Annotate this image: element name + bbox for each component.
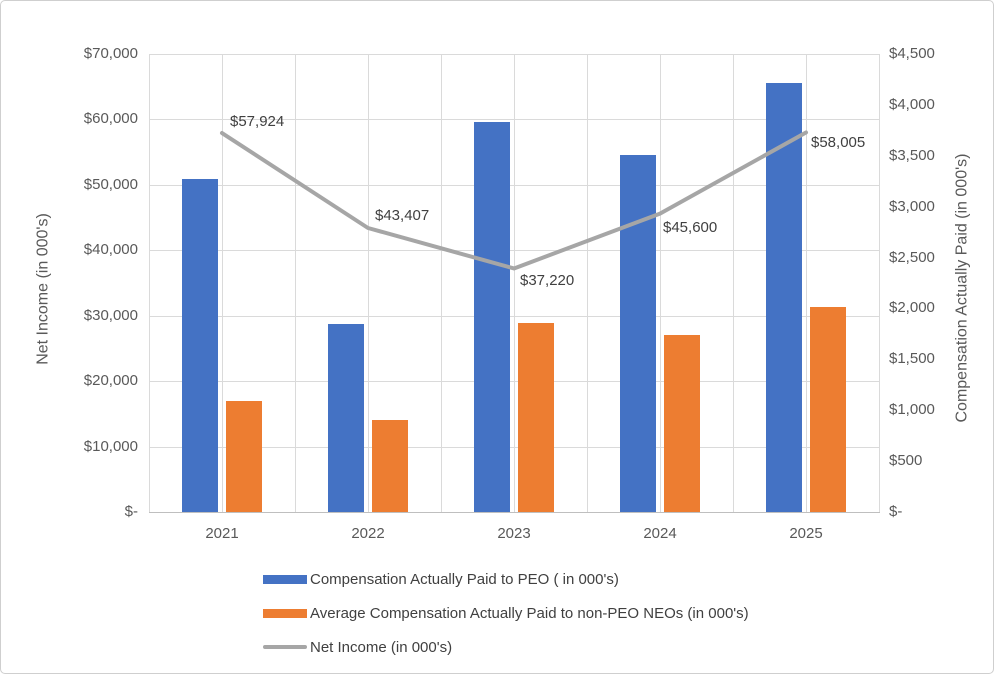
bar-non-peo-neos-2025 [810,306,846,512]
legend-item-peo: Compensation Actually Paid to PEO ( in 0… [263,562,749,596]
right-axis-tick-label: $1,000 [889,401,935,419]
right-axis-title: Compensation Actually Paid (in 000's) [953,153,971,423]
x-axis-line [149,512,880,513]
chart-legend: Compensation Actually Paid to PEO ( in 0… [263,562,749,664]
right-axis-tick-label: $4,500 [889,45,935,62]
legend-label-non-peo-neos: Average Compensation Actually Paid to no… [310,604,749,622]
line-data-label-2024: $45,600 [663,218,718,236]
right-axis-tick-label: $4,000 [889,95,935,113]
legend-swatch-peo-icon [263,574,307,584]
gridline-vertical [879,54,880,512]
x-axis-label-2021: 2021 [205,525,239,542]
x-axis-label-2023: 2023 [497,525,531,542]
legend-swatch-net-income-icon [263,645,307,649]
left-axis-tick-label: $60,000 [83,110,138,128]
right-axis-tick-label: $3,500 [889,146,935,164]
gridline-vertical [806,54,807,512]
gridline-vertical [587,54,588,512]
gridline-vertical [368,54,369,512]
line-data-label-2023: $37,220 [520,272,575,290]
bar-non-peo-neos-2024 [664,334,700,512]
left-axis-tick-label: $50,000 [83,175,138,193]
bar-peo-2022 [328,324,364,512]
legend-label-peo: Compensation Actually Paid to PEO ( in 0… [310,570,619,588]
left-axis-tick-label: $30,000 [83,306,138,324]
x-axis-label-2022: 2022 [351,525,385,542]
legend-item-non-peo-neos: Average Compensation Actually Paid to no… [263,596,749,630]
net-income-line [220,130,808,271]
bar-non-peo-neos-2022 [372,419,408,512]
legend-label-net-income: Net Income (in 000's) [310,638,453,656]
right-axis-tick-label: $500 [889,452,923,470]
legend-swatch-non-peo-neos-icon [263,608,307,618]
bar-peo-2023 [474,122,510,512]
bar-peo-2021 [182,179,218,512]
right-axis-tick-label: $2,000 [889,299,935,317]
x-axis-label-2025: 2025 [789,525,823,542]
line-data-label-2025: $58,005 [811,134,866,152]
left-axis-tick-label: $70,000 [83,45,138,62]
right-axis-tick-label: $- [889,503,903,520]
bar-non-peo-neos-2021 [226,400,262,512]
left-axis-tick-label: $20,000 [83,372,138,390]
right-axis-tick-label: $3,000 [889,197,935,215]
bar-non-peo-neos-2023 [518,323,554,512]
left-axis-tick-label: $10,000 [83,437,138,455]
line-data-label-2022: $43,407 [375,206,430,224]
right-axis-tick-label: $1,500 [889,350,935,368]
left-axis-title: Net Income (in 000's) [34,213,52,365]
gridline-vertical [660,54,661,512]
bar-peo-2025 [766,83,802,512]
gridline-vertical [295,54,296,512]
line-data-label-2021: $57,924 [230,113,285,130]
left-axis-tick-label: $40,000 [83,241,138,259]
gridline-vertical [441,54,442,512]
gridline-vertical [149,54,150,512]
gridline-vertical [514,54,515,512]
right-axis-tick-label: $2,500 [889,248,935,266]
plot-area: $57,924 $43,407 $37,220 $45,600 $58,005 [149,54,880,513]
x-axis-label-2024: 2024 [643,525,677,542]
gridline-vertical [222,54,223,512]
left-axis-tick-label: $- [124,503,138,520]
legend-item-net-income: Net Income (in 000's) [263,630,749,664]
gridline-vertical [733,54,734,512]
bar-peo-2024 [620,154,656,512]
